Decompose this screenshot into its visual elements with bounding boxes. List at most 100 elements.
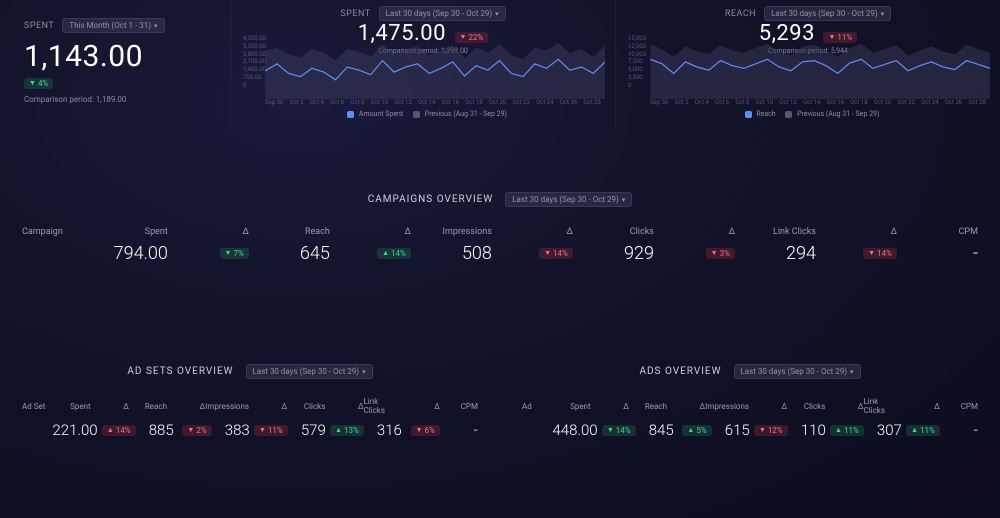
spent-value: 794.00: [114, 243, 168, 264]
column-header: Reach: [629, 402, 667, 411]
kpi-spent-delta-value: 4%: [38, 79, 48, 88]
reach-value: 645: [300, 243, 330, 264]
chart-reach-label: REACH: [725, 9, 756, 19]
column-header: Δ: [330, 227, 411, 237]
column-header: Impressions: [705, 402, 749, 411]
column-header: Δ: [591, 402, 629, 411]
column-header: Δ: [654, 227, 735, 237]
chart-reach-plot: 15,00012,50010,0007,5005,0002,5000: [626, 35, 990, 99]
legend-swatch-primary: [347, 111, 354, 118]
chart-reach-period-selector[interactable]: Last 30 days (Sep 30 - Oct 29) ▾: [764, 6, 891, 21]
legend-label-previous: Previous (Aug 31 - Sep 29): [797, 110, 879, 118]
clicks-value: 110: [801, 421, 826, 439]
column-header: Δ: [749, 402, 787, 411]
column-header: Clicks: [573, 227, 654, 237]
column-header: Ad: [522, 402, 553, 411]
kpi-spent-value: 1,143.00: [24, 39, 220, 74]
column-header: Δ: [167, 402, 205, 411]
top-row: SPENT This Month (Oct 1 - 31) ▾ 1,143.00…: [0, 0, 1000, 130]
ads-period-text: Last 30 days (Sep 30 - Oct 29): [741, 367, 848, 376]
impressions-value: 383: [225, 421, 250, 439]
column-header: Δ: [249, 402, 287, 411]
column-header: Ad Set: [22, 402, 53, 411]
adsets-period-text: Last 30 days (Sep 30 - Oct 29): [253, 367, 360, 376]
column-header: Spent: [87, 227, 168, 237]
kpi-spent-label: SPENT: [24, 21, 54, 31]
kpi-spent-delta: ▼ 4%: [24, 78, 53, 89]
column-header: Reach: [249, 227, 330, 237]
column-header: Link Clicks: [864, 397, 902, 415]
ads-period-selector[interactable]: Last 30 days (Sep 30 - Oct 29) ▾: [734, 364, 861, 379]
chart-reach-x-axis: Sep 30Oct 2Oct 4Oct 6Oct 8Oct 10Oct 12Oc…: [626, 99, 990, 106]
delta-badge: ▼ 14%: [602, 425, 636, 436]
column-header: CPM: [440, 402, 478, 411]
clicks-value: 929: [624, 243, 654, 264]
ads-title: ADS OVERVIEW: [639, 366, 721, 377]
adsets-section: AD SETS OVERVIEW Last 30 days (Sep 30 - …: [0, 364, 500, 439]
impressions-value: 615: [725, 421, 750, 439]
chart-spent-period-text: Last 30 days (Sep 30 - Oct 29): [386, 9, 493, 18]
chart-reach-card: REACH Last 30 days (Sep 30 - Oct 29) ▾ 5…: [615, 0, 1000, 130]
chart-spent-card: SPENT Last 30 days (Sep 30 - Oct 29) ▾ 1…: [230, 0, 615, 130]
column-header: Δ: [902, 402, 940, 411]
kpi-spent-period-text: This Month (Oct 1 - 31): [69, 21, 151, 30]
legend-swatch-previous: [413, 111, 420, 118]
chevron-down-icon: ▾: [622, 196, 626, 204]
campaigns-table-header: CampaignSpentΔReachΔImpressionsΔClicksΔL…: [14, 227, 986, 237]
cpm-value: -: [474, 421, 478, 439]
column-header: Δ: [91, 402, 129, 411]
cpm-value: -: [974, 421, 978, 439]
column-header: Spent: [53, 402, 91, 411]
delta-badge: ▼ 2%: [182, 425, 211, 436]
link-clicks-value: 307: [877, 421, 902, 439]
column-header: Clicks: [787, 402, 825, 411]
campaigns-section: CAMPAIGNS OVERVIEW Last 30 days (Sep 30 …: [0, 192, 1000, 264]
legend-label-primary: Amount Spent: [359, 110, 403, 118]
bottom-row: AD SETS OVERVIEW Last 30 days (Sep 30 - …: [0, 364, 1000, 439]
delta-badge: ▼ 3%: [706, 248, 735, 259]
chevron-down-icon: ▾: [362, 368, 366, 376]
chart-spent-label: SPENT: [340, 9, 370, 19]
column-header: Δ: [816, 227, 897, 237]
legend-label-primary: Reach: [756, 110, 775, 118]
ads-table-row[interactable]: 448.00▼ 14%845▲ 5%615▼ 12%110▲ 11%307▲ 1…: [514, 421, 986, 439]
chart-reach-legend: Reach Previous (Aug 31 - Sep 29): [626, 110, 990, 118]
link-clicks-value: 316: [377, 421, 402, 439]
delta-badge: ▲ 5%: [682, 425, 711, 436]
legend-swatch-previous: [785, 111, 792, 118]
ads-section: ADS OVERVIEW Last 30 days (Sep 30 - Oct …: [500, 364, 1000, 439]
chart-spent-period-selector[interactable]: Last 30 days (Sep 30 - Oct 29) ▾: [379, 6, 506, 21]
delta-badge: ▲ 11%: [906, 425, 940, 436]
column-header: Impressions: [205, 402, 249, 411]
chart-spent-x-axis: Sep 30Oct 2Oct 4Oct 6Oct 8Oct 10Oct 12Oc…: [241, 99, 605, 106]
triangle-down-icon: ▼: [29, 80, 36, 87]
column-header: Δ: [402, 402, 440, 411]
chevron-down-icon: ▾: [881, 10, 885, 18]
column-header: Spent: [553, 402, 591, 411]
kpi-spent-period-selector[interactable]: This Month (Oct 1 - 31) ▾: [62, 18, 164, 33]
adsets-table-row[interactable]: 221.00▲ 14%885▼ 2%383▼ 11%579▲ 13%316▼ 6…: [14, 421, 486, 439]
campaigns-title: CAMPAIGNS OVERVIEW: [368, 194, 494, 205]
campaigns-period-text: Last 30 days (Sep 30 - Oct 29): [512, 195, 619, 204]
adsets-title: AD SETS OVERVIEW: [127, 366, 233, 377]
cpm-value: -: [973, 243, 978, 264]
adsets-period-selector[interactable]: Last 30 days (Sep 30 - Oct 29) ▾: [246, 364, 373, 379]
delta-badge: ▼ 7%: [220, 248, 249, 259]
reach-value: 845: [649, 421, 674, 439]
delta-badge: ▲ 11%: [830, 425, 864, 436]
column-header: Link Clicks: [735, 227, 816, 237]
campaigns-table-row[interactable]: 794.00▼ 7%645▲ 14%508▼ 14%929▼ 3%294▼ 14…: [14, 243, 986, 264]
column-header: Δ: [825, 402, 863, 411]
column-header: Link Clicks: [364, 397, 402, 415]
delta-badge: ▲ 14%: [377, 248, 411, 259]
legend-swatch-primary: [745, 111, 752, 118]
chevron-down-icon: ▾: [154, 22, 158, 30]
link-clicks-value: 294: [786, 243, 816, 264]
column-header: Campaign: [22, 227, 87, 237]
column-header: CPM: [940, 402, 978, 411]
chevron-down-icon: ▾: [495, 10, 499, 18]
adsets-table-header: Ad SetSpentΔReachΔImpressionsΔClicksΔLin…: [14, 397, 486, 415]
column-header: Δ: [168, 227, 249, 237]
chevron-down-icon: ▾: [850, 368, 854, 376]
campaigns-period-selector[interactable]: Last 30 days (Sep 30 - Oct 29) ▾: [505, 192, 632, 207]
